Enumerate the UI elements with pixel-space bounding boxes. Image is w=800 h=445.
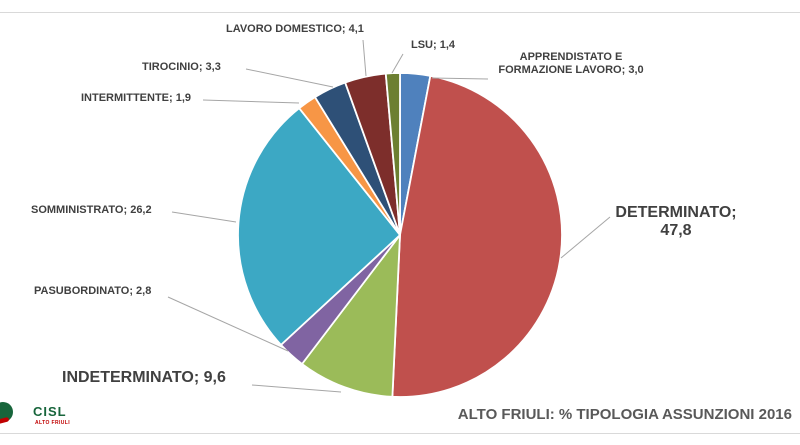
leader-line-determinato bbox=[560, 216, 611, 259]
data-label-somministrato: SOMMINISTRATO; 26,2 bbox=[31, 204, 152, 216]
leader-line-lsu bbox=[391, 53, 404, 74]
cisl-logo-subtext: ALTO FRIULI bbox=[35, 420, 71, 426]
data-label-lsu: LSU; 1,4 bbox=[411, 39, 456, 51]
cisl-logo: CISL ALTO FRIULI bbox=[0, 400, 90, 432]
leader-line-intermittente bbox=[202, 99, 300, 104]
chart-border-bottom bbox=[0, 433, 800, 434]
data-label-pasubordinato: PASUBORDINATO; 2,8 bbox=[34, 285, 152, 297]
leader-line-apprendistato bbox=[431, 77, 489, 80]
data-label-lavoro-domestico: LAVORO DOMESTICO; 4,1 bbox=[226, 23, 364, 35]
leader-line-pasubordinato bbox=[167, 296, 289, 352]
cisl-logo-text: CISL bbox=[33, 404, 67, 419]
leader-lines-group bbox=[167, 39, 611, 393]
data-label-apprendistato: APPRENDISTATO E FORMAZIONE LAVORO; 3,0 bbox=[486, 51, 656, 77]
pie-slices-group bbox=[237, 72, 563, 398]
data-label-tirocinio: TIROCINIO; 3,3 bbox=[142, 61, 221, 73]
pie-slice-somministrato bbox=[237, 107, 401, 346]
data-label-intermittente: INTERMITTENTE; 1,9 bbox=[81, 92, 192, 104]
data-label-apprendistato-line1: APPRENDISTATO E bbox=[519, 51, 623, 63]
cisl-logo-emblem-icon bbox=[0, 402, 13, 426]
data-label-determinato-line2: 47,8 bbox=[660, 222, 692, 240]
leader-line-somministrato bbox=[171, 211, 237, 223]
leader-line-lavoro-domestico bbox=[362, 39, 367, 77]
data-label-indeterminato: INDETERMINATO; 9,6 bbox=[62, 369, 226, 386]
leader-line-indeterminato bbox=[251, 384, 342, 393]
pie-slice-lsu bbox=[384, 72, 401, 236]
data-label-apprendistato-line2: FORMAZIONE LAVORO; 3,0 bbox=[498, 63, 644, 76]
chart-border-top bbox=[0, 12, 800, 13]
chart-title: ALTO FRIULI: % TIPOLOGIA ASSUNZIONI 2016 bbox=[457, 406, 792, 423]
leader-line-tirocinio bbox=[245, 68, 334, 88]
data-label-determinato-line1: DETERMINATO; bbox=[615, 204, 737, 221]
pie-slice-determinato bbox=[391, 74, 563, 398]
pie-slice-indeterminato bbox=[301, 234, 401, 398]
data-label-determinato: DETERMINATO; 47,8 bbox=[598, 204, 754, 241]
